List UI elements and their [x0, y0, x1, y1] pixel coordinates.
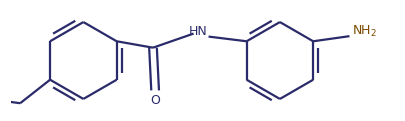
Text: NH$_2$: NH$_2$ [351, 24, 376, 39]
Text: HN: HN [188, 25, 207, 38]
Text: O: O [150, 94, 160, 107]
